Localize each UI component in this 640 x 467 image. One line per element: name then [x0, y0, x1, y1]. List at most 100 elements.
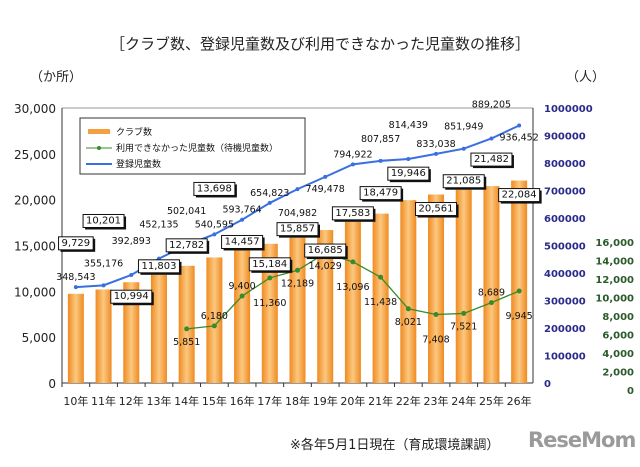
- right-blue-tick-label: 800000: [544, 159, 586, 170]
- label-registered-children: 348,543: [56, 272, 95, 283]
- label-registered-children: 936,452: [499, 132, 538, 143]
- label-box: [331, 206, 374, 221]
- bar-club-count: [317, 230, 334, 383]
- label-club-count: 14,457: [225, 236, 260, 247]
- label-club-count: 11,803: [141, 261, 176, 272]
- label-club-count: 15,184: [252, 259, 287, 270]
- bar-club-count: [428, 194, 445, 383]
- x-tick-label: 21年: [368, 394, 393, 408]
- label-club-count: 13,698: [197, 183, 232, 194]
- point-registered-children: [73, 285, 78, 290]
- right-green-tick-label: 8,000: [602, 312, 634, 323]
- label-registered-children: 749,478: [306, 184, 345, 195]
- right-blue-tick-label: 700000: [544, 187, 586, 198]
- label-box: [304, 243, 347, 258]
- right-blue-tick-label: 100000: [544, 352, 586, 363]
- label-box: [58, 236, 94, 251]
- bar-club-count: [372, 213, 389, 383]
- label-club-count: 21,482: [474, 154, 509, 165]
- point-waiting-children: [405, 306, 411, 312]
- label-waiting-children: 9,945: [506, 311, 533, 322]
- label-club-count: 10,994: [114, 291, 149, 302]
- label-club-count: 21,085: [446, 176, 481, 187]
- label-club-count: 10,201: [86, 215, 121, 226]
- point-registered-children: [461, 146, 466, 151]
- right-green-tick-label: 10,000: [595, 294, 634, 305]
- legend-label-waiting: 利用できなかった児童数（待機児童数）: [116, 142, 278, 154]
- label-box: [498, 188, 541, 203]
- right-blue-tick-label: 200000: [544, 324, 586, 335]
- label-club-count: 22,084: [502, 190, 537, 201]
- x-tick-label: 23年: [424, 394, 449, 408]
- left-tick-label: 15,000: [14, 240, 56, 254]
- point-registered-children: [517, 123, 522, 128]
- legend-swatch-clubs: [88, 129, 110, 134]
- point-registered-children: [129, 272, 134, 277]
- chart-title: ［クラブ数、登録児童数及び利用できなかった児童数の推移］: [109, 35, 530, 53]
- point-waiting-children: [488, 300, 494, 306]
- x-tick-label: 13年: [146, 394, 171, 408]
- label-waiting-children: 7,408: [422, 334, 449, 345]
- label-waiting-children: 5,851: [173, 337, 200, 348]
- watermark-logo: ReseMom: [528, 428, 636, 452]
- legend-box: [79, 117, 306, 175]
- label-registered-children: 392,893: [112, 236, 151, 247]
- bar-club-count: [455, 189, 472, 383]
- right-green-tick-label: 16,000: [595, 238, 634, 249]
- x-tick-label: 25年: [479, 394, 504, 408]
- label-waiting-children: 11,438: [364, 297, 397, 308]
- x-tick-label: 20年: [340, 394, 365, 408]
- point-registered-children: [323, 174, 328, 179]
- left-axis-unit: （か所）: [30, 70, 83, 85]
- left-tick-label: 20,000: [14, 194, 56, 208]
- label-waiting-children: 12,189: [281, 278, 314, 289]
- right-green-tick-label: 0: [627, 386, 634, 397]
- left-tick-label: 10,000: [14, 285, 56, 299]
- point-waiting-children: [433, 311, 439, 317]
- x-tick-label: 17年: [257, 394, 282, 408]
- label-club-count: 16,685: [308, 245, 343, 256]
- x-tick-label: 10年: [63, 394, 88, 408]
- label-registered-children: 814,439: [389, 120, 428, 131]
- point-waiting-children: [461, 310, 467, 316]
- point-registered-children: [378, 158, 383, 163]
- label-box: [165, 238, 208, 253]
- right-blue-tick-label: 600000: [544, 214, 586, 225]
- right-green-tick-label: 4,000: [602, 349, 634, 360]
- bar-club-count: [511, 180, 528, 383]
- label-box: [137, 259, 180, 274]
- point-waiting-children: [211, 323, 217, 329]
- label-registered-children: 540,595: [195, 219, 234, 230]
- point-registered-children: [212, 232, 217, 237]
- label-club-count: 19,946: [391, 168, 426, 179]
- right-green-tick-label: 6,000: [602, 331, 634, 342]
- label-waiting-children: 9,400: [228, 281, 255, 292]
- bar-club-count: [289, 237, 306, 383]
- label-registered-children: 704,982: [278, 208, 317, 219]
- bar-club-count: [123, 282, 140, 383]
- right-green-tick-label: 12,000: [595, 275, 634, 286]
- label-box: [221, 234, 264, 249]
- left-tick-label: 0: [48, 377, 56, 391]
- right-blue-tick-label: 500000: [544, 242, 586, 253]
- label-waiting-children: 8,021: [395, 317, 422, 328]
- right-blue-tick-label: 900000: [544, 132, 586, 143]
- label-club-count: 12,782: [169, 240, 204, 251]
- label-registered-children: 807,857: [361, 134, 400, 145]
- footnote: ※各年5月1日現在（育成環境課調）: [290, 438, 500, 453]
- label-box: [248, 257, 291, 272]
- x-tick-label: 24年: [451, 394, 476, 408]
- label-registered-children: 502,041: [167, 206, 206, 217]
- label-club-count: 18,479: [363, 188, 398, 199]
- label-box: [276, 222, 319, 237]
- x-tick-label: 19年: [313, 394, 338, 408]
- label-box: [442, 174, 485, 189]
- x-tick-label: 14年: [174, 394, 199, 408]
- right-blue-tick-label: 1000000: [544, 104, 593, 115]
- left-tick-label: 25,000: [14, 148, 56, 162]
- point-registered-children: [350, 162, 355, 167]
- bar-club-count: [67, 293, 84, 383]
- right-blue-tick-label: 0: [544, 379, 551, 390]
- point-waiting-children: [378, 274, 384, 280]
- bar-club-count: [261, 243, 278, 383]
